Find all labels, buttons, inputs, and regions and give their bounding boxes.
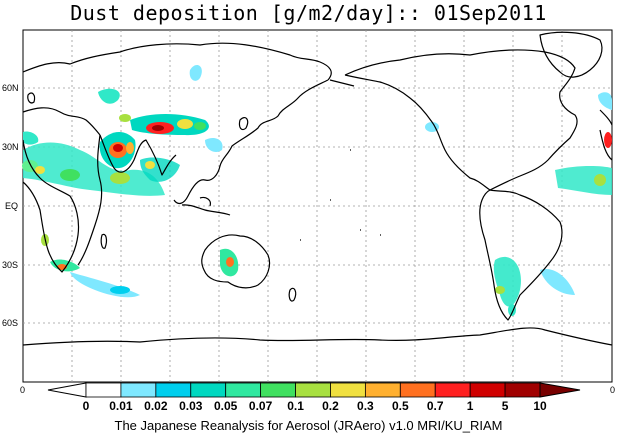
coast-australia	[201, 234, 271, 289]
coast-africa-east	[77, 134, 103, 266]
dust-atlantic-patch	[22, 160, 38, 172]
footer-credit: The Japanese Reanalysis for Aerosol (JRA…	[114, 418, 503, 433]
dust-edge-core	[604, 132, 612, 148]
coast-new-zealand	[288, 287, 297, 302]
dust-asia-yellow	[177, 119, 193, 129]
lat-label-60n: 60N	[2, 83, 19, 93]
colorbar-label: 0.1	[287, 399, 304, 413]
colorbar-label: 0.7	[427, 399, 444, 413]
coast-madagascar	[100, 233, 108, 249]
colorbar-label: 0.01	[109, 399, 133, 413]
coast-japan	[238, 116, 249, 131]
lat-label-30s: 30S	[2, 260, 18, 270]
dust-east-china	[205, 138, 223, 152]
dust-australia-core	[226, 257, 234, 267]
colorbar-label: 5	[502, 399, 509, 413]
colorbar-label: 1	[467, 399, 474, 413]
dust-africa-core2	[110, 172, 130, 184]
dust-caribbean	[555, 165, 612, 195]
colorbar-label: 0.5	[392, 399, 409, 413]
dust-south-atlantic	[540, 269, 575, 295]
colorbar-box	[190, 382, 227, 398]
latitude-labels: 60N 30N EQ 30S 60S	[2, 83, 19, 328]
colorbar-overflow-triangle	[539, 382, 581, 398]
dust-arctic-edge	[598, 92, 612, 110]
coast-pacific-islands	[300, 149, 381, 241]
colorbar-label: 0.2	[322, 399, 339, 413]
colorbar-box	[364, 382, 401, 398]
lon-label-left: 0	[20, 385, 25, 395]
dust-atlantic-west	[23, 131, 39, 145]
coast-greenland	[539, 31, 603, 78]
dust-atlantic-core	[35, 166, 45, 174]
coastlines	[22, 31, 613, 346]
coast-uk	[27, 92, 36, 104]
colorbar: 0 0.01 0.02 0.03 0.05 0.07 0.1 0.2 0.3 0.5 0.7 1 5 10	[47, 382, 581, 413]
dust-gulf	[126, 142, 134, 154]
coast-africa	[22, 139, 80, 273]
coast-north-america	[344, 49, 578, 191]
dust-indian-ocean-core	[110, 286, 130, 294]
coast-europe	[22, 107, 101, 136]
lat-label-eq: EQ	[5, 201, 18, 211]
map-title: Dust deposition [g/m2/day]:: 01Sep2011	[70, 1, 547, 25]
colorbar-box	[225, 382, 262, 398]
coast-arabia	[99, 134, 177, 176]
dust-siberia2	[189, 64, 202, 81]
colorbar-box	[120, 382, 157, 398]
colorbar-box	[330, 382, 366, 398]
coast-asia-east	[173, 79, 329, 205]
dust-india-yellow	[145, 161, 155, 169]
colorbar-box	[469, 382, 506, 398]
dust-kazakh	[119, 114, 131, 122]
colorbar-label: 10	[533, 399, 547, 413]
dust-africa-core	[60, 169, 80, 181]
coast-indonesia	[181, 196, 231, 216]
colorbar-label: 0	[83, 399, 90, 413]
dust-north-america	[425, 122, 439, 132]
colorbar-underflow-triangle	[47, 382, 87, 398]
dust-asia-green	[194, 122, 206, 130]
dust-taklamakan-core	[152, 125, 164, 131]
coast-eurasia-north	[22, 42, 332, 81]
coast-south-america	[479, 189, 563, 321]
colorbar-label: 0.07	[249, 399, 273, 413]
colorbar-label: 0.3	[357, 399, 374, 413]
coast-antarctica	[22, 327, 613, 346]
colorbar-box	[260, 382, 296, 398]
dust-patagonia	[493, 256, 521, 307]
dust-siberia	[98, 88, 120, 104]
lon-label-right: 0	[610, 385, 615, 395]
dust-sahara-belt	[23, 142, 165, 196]
dust-patagonia-core	[495, 286, 505, 294]
colorbar-box	[85, 382, 122, 398]
dust-field	[22, 64, 612, 316]
colorbar-box	[434, 382, 471, 398]
lat-label-60s: 60S	[2, 318, 18, 328]
dust-caribbean-core	[594, 174, 606, 186]
coast-europe-right	[599, 109, 613, 161]
colorbar-box	[504, 382, 541, 398]
coast-aleutians	[329, 79, 355, 87]
lat-label-30n: 30N	[2, 142, 19, 152]
colorbar-box	[295, 382, 331, 398]
dust-arabia-peak	[113, 144, 123, 152]
colorbar-label: 0.05	[214, 399, 238, 413]
colorbar-label: 0.02	[144, 399, 168, 413]
colorbar-box	[399, 382, 436, 398]
colorbar-label: 0.03	[179, 399, 203, 413]
colorbar-box	[155, 382, 192, 398]
